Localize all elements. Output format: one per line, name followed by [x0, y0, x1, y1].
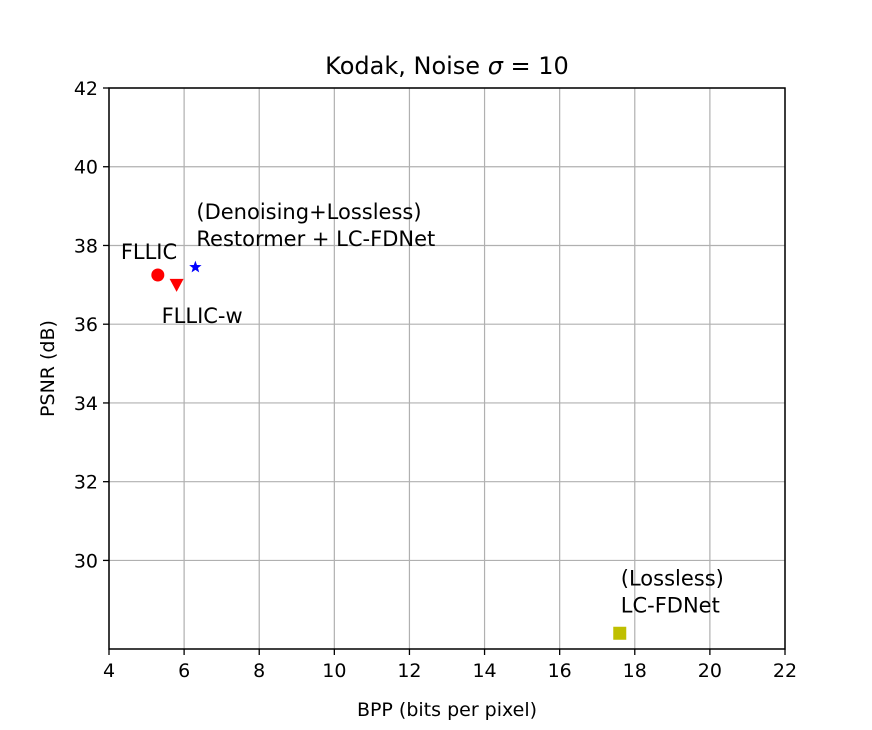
- data-points: [151, 260, 627, 640]
- grid: [108, 87, 786, 649]
- y-tick-label: 36: [74, 314, 98, 336]
- chart-title: Kodak, Noise σ = 10: [325, 52, 569, 80]
- x-tick-label: 10: [322, 660, 346, 682]
- x-tick-label: 20: [698, 660, 722, 682]
- y-tick-label: 40: [74, 157, 98, 179]
- y-tick-label: 38: [74, 235, 98, 257]
- y-axis-label: PSNR (dB): [37, 320, 59, 417]
- y-axis: 30 32 34 36 38 40 42: [74, 78, 109, 572]
- x-tick-label: 8: [253, 660, 265, 682]
- point-label: (Denoising+Lossless) Restormer + LC-FDNet: [196, 200, 435, 251]
- x-tick-label: 22: [773, 660, 797, 682]
- triangle-down-marker: [169, 278, 184, 292]
- x-tick-label: 16: [548, 660, 572, 682]
- x-tick-label: 6: [178, 660, 190, 682]
- square-marker: [613, 626, 627, 640]
- plot-frame: [108, 87, 786, 650]
- x-tick-label: 14: [472, 660, 496, 682]
- point-label: (Lossless) LC-FDNet: [621, 566, 724, 617]
- point-label: FLLIC: [121, 240, 177, 264]
- x-axis: 4 6 8 10 12 14 16 18 20 22: [103, 649, 797, 682]
- star-marker: [189, 260, 202, 273]
- x-tick-label: 18: [623, 660, 647, 682]
- point-label: FLLIC-w: [162, 304, 243, 328]
- x-axis-label: BPP (bits per pixel): [357, 699, 537, 721]
- point-annotations: FLLIC FLLIC-w (Denoising+Lossless) Restorme…: [121, 200, 724, 617]
- y-tick-label: 42: [74, 78, 98, 100]
- x-tick-label: 4: [103, 660, 115, 682]
- circle-marker: [151, 268, 165, 282]
- x-tick-label: 12: [397, 660, 421, 682]
- y-tick-label: 34: [74, 393, 98, 415]
- y-tick-label: 32: [74, 472, 98, 494]
- y-tick-label: 30: [74, 550, 98, 572]
